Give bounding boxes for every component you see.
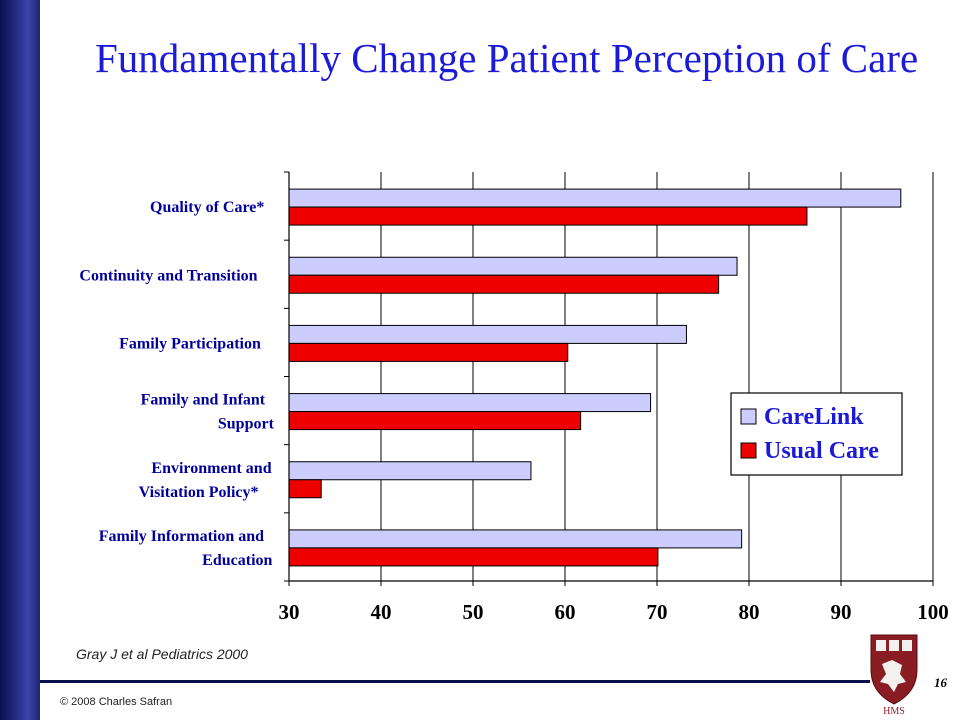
copyright-text: © 2008 Charles Safran	[60, 696, 173, 708]
x-tick-label: 80	[739, 600, 760, 624]
footer-divider	[40, 680, 870, 683]
bar-usual-care	[288, 274, 720, 294]
bar-usual-care	[288, 479, 322, 499]
category-label-line: Visitation Policy*	[139, 484, 259, 501]
bar-carelink	[288, 256, 738, 276]
bar-carelink	[288, 461, 532, 481]
category-label-line: Environment and	[151, 460, 271, 477]
bar-carelink	[288, 393, 652, 413]
category-label: Continuity and Transition	[79, 267, 257, 284]
x-tick-label: 90	[831, 600, 852, 624]
category-label: Quality of Care*	[150, 199, 264, 216]
bar-usual-care	[288, 411, 582, 431]
category-label-line: Family and Infant	[141, 392, 266, 409]
citation-text: Gray J et al Pediatrics 2000	[76, 646, 248, 662]
hms-logo-text: HMS	[883, 706, 905, 716]
category-label: Family and Infant Support	[141, 392, 275, 433]
category-label-line: Family Information and	[99, 528, 264, 545]
page-number: 16	[934, 675, 947, 690]
legend-label: CareLink	[764, 404, 864, 430]
slide-title: Fundamentally Change Patient Perception …	[95, 35, 919, 81]
x-tick-label: 30	[279, 600, 300, 624]
bar-carelink	[288, 324, 687, 344]
slide-side-bar	[0, 0, 40, 720]
category-label-line: Support	[218, 416, 275, 433]
x-tick-label: 40	[371, 600, 392, 624]
bar-carelink	[288, 529, 743, 549]
bar-usual-care	[288, 206, 808, 226]
category-label-line: Continuity and Transition	[79, 267, 257, 284]
x-tick-label: 50	[463, 600, 484, 624]
bars	[288, 188, 902, 567]
x-tick-label: 100	[917, 600, 949, 624]
bar-usual-care	[288, 547, 659, 567]
category-label-line: Education	[202, 552, 272, 569]
legend-label: Usual Care	[764, 438, 879, 464]
bar-usual-care	[288, 342, 569, 362]
category-label: Family Participation	[119, 335, 261, 352]
axes	[284, 171, 934, 586]
legend-swatch-usual-care	[740, 442, 757, 459]
labels: 30 40 50 60 70 80 90 100 Quality of Care* Continu…	[79, 199, 948, 624]
bar-chart: 30 40 50 60 70 80 90 100 Quality of Care* Continu…	[79, 171, 949, 624]
category-label-line: Quality of Care*	[150, 199, 264, 216]
hms-shield-logo: HMS	[870, 634, 918, 716]
x-tick-label: 70	[647, 600, 668, 624]
category-label: Environment and Visitation Policy*	[139, 460, 272, 501]
bar-carelink	[288, 188, 902, 208]
category-label: Family Information and Education	[99, 528, 273, 569]
legend: CareLink Usual Care	[730, 392, 903, 476]
x-tick-label: 60	[555, 600, 576, 624]
legend-box	[730, 392, 903, 476]
category-label-line: Family Participation	[119, 335, 261, 352]
gridlines	[380, 172, 934, 581]
legend-swatch-carelink	[740, 408, 757, 425]
